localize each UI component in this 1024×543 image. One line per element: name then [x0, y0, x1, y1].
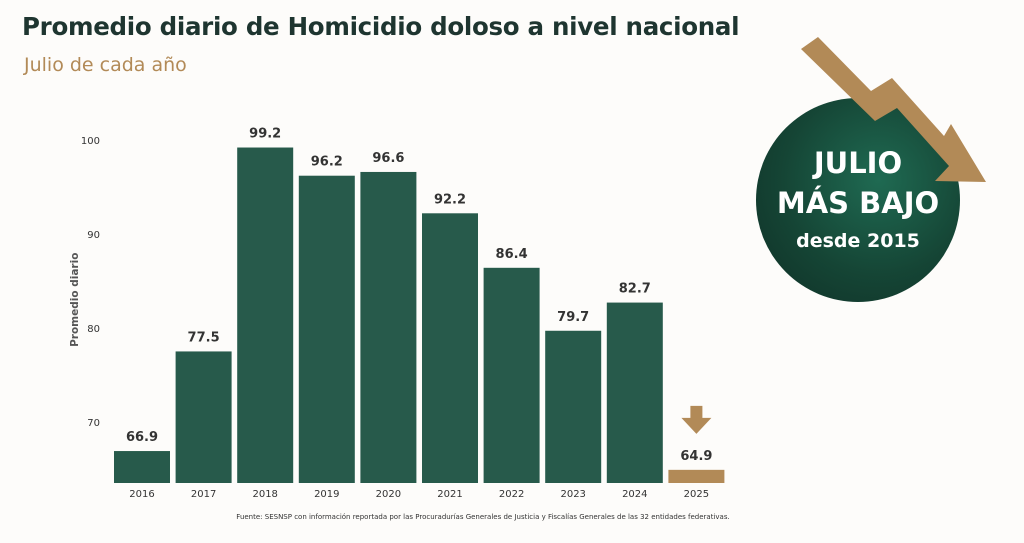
x-tick-label: 2016 [129, 489, 154, 500]
y-tick-label: 90 [87, 230, 100, 241]
source-note: Fuente: SESNSP con información reportada… [236, 513, 730, 521]
x-tick-label: 2019 [314, 489, 339, 500]
bar [175, 351, 232, 483]
y-tick-label: 70 [87, 418, 100, 429]
x-tick-label: 2023 [560, 489, 585, 500]
y-axis-title: Promedio diario [69, 253, 81, 347]
data-label: 92.2 [434, 192, 466, 207]
x-tick-label: 2022 [499, 489, 524, 500]
bar [668, 469, 725, 483]
data-label: 96.2 [311, 155, 343, 170]
x-tick-label: 2021 [437, 489, 462, 500]
x-tick-label: 2017 [191, 489, 216, 500]
bar [298, 175, 355, 483]
bar [483, 267, 540, 483]
x-tick-label: 2025 [684, 489, 709, 500]
bar [422, 213, 478, 483]
badge-line-1: JULIO [813, 146, 903, 180]
bar [237, 147, 294, 483]
x-tick-label: 2018 [252, 489, 277, 500]
data-label: 86.4 [496, 247, 528, 262]
data-label: 66.9 [126, 430, 158, 445]
chart-subtitle: Julio de cada año [24, 54, 187, 76]
data-label: 99.2 [249, 127, 281, 142]
bar [114, 451, 170, 483]
data-label: 82.7 [619, 282, 651, 297]
down-arrow-icon [681, 405, 712, 434]
data-label: 77.5 [188, 330, 220, 345]
badge-line-2: MÁS BAJO [776, 186, 940, 220]
data-label: 64.9 [680, 449, 712, 464]
x-tick-label: 2024 [622, 489, 647, 500]
badge-line-3: desde 2015 [796, 230, 920, 252]
bar [606, 302, 663, 483]
bar [360, 171, 417, 483]
chart-title: Promedio diario de Homicidio doloso a ni… [22, 12, 740, 41]
y-tick-label: 80 [87, 324, 100, 335]
bar [545, 330, 602, 483]
x-tick-label: 2020 [376, 489, 401, 500]
data-label: 96.6 [372, 151, 404, 166]
y-tick-label: 100 [81, 136, 100, 147]
data-label: 79.7 [557, 310, 589, 325]
